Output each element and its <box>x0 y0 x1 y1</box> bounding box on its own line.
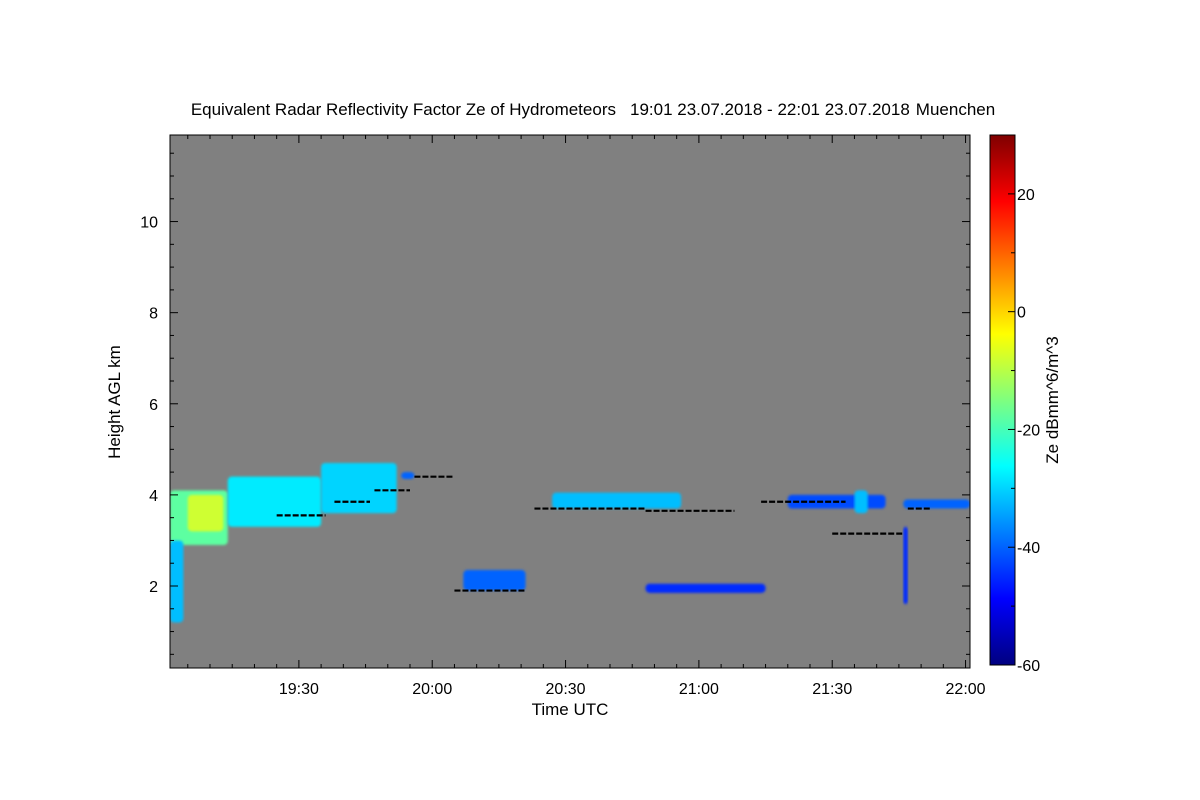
echo-region <box>187 494 224 532</box>
colorbar-tick-label: -20 <box>1017 422 1040 439</box>
colorbar <box>989 134 1016 666</box>
echo-region <box>170 540 184 623</box>
x-tick-label: 19:30 <box>279 681 319 698</box>
echo-region <box>645 583 766 593</box>
echo-region <box>227 476 322 527</box>
echo-region <box>903 499 970 509</box>
colorbar-label: Ze dBmm^6/m^3 <box>1043 336 1062 463</box>
plot-background <box>170 135 970 668</box>
x-axis: 19:30 20:00 20:30 21:00 21:30 22:00 <box>187 135 986 698</box>
y-tick-label: 10 <box>140 215 158 232</box>
echo-region <box>903 526 908 605</box>
y-tick-label: 8 <box>149 306 158 323</box>
y-axis-label: Height AGL km <box>105 345 124 459</box>
echo-region <box>854 490 868 514</box>
y-tick-label: 4 <box>149 488 158 505</box>
cloud-base-layer <box>276 475 930 592</box>
colorbar-tick-label: -40 <box>1017 540 1040 557</box>
plot-frame <box>169 134 971 669</box>
echo-region <box>463 570 526 591</box>
x-tick-label: 21:30 <box>812 681 852 698</box>
colorbar-tick-label: 20 <box>1017 187 1035 204</box>
y-axis: 2 4 6 8 10 <box>140 152 970 655</box>
x-axis-label: Time UTC <box>532 700 609 719</box>
echo-region <box>401 472 415 479</box>
echo-region <box>552 492 682 509</box>
y-tick-label: 2 <box>149 579 158 596</box>
colorbar-tick-label: 0 <box>1017 305 1026 322</box>
colorbar-axis: 20 0 -20 -40 -60 <box>1008 134 1040 675</box>
x-tick-label: 21:00 <box>679 681 719 698</box>
colorbar-tick-label: -60 <box>1017 658 1040 675</box>
x-tick-label: 22:00 <box>946 681 986 698</box>
echo-region <box>321 463 397 514</box>
x-tick-label: 20:00 <box>412 681 452 698</box>
x-tick-label: 20:30 <box>546 681 586 698</box>
chart-title: Equivalent Radar Reflectivity Factor Ze … <box>191 100 995 119</box>
y-tick-label: 6 <box>149 397 158 414</box>
